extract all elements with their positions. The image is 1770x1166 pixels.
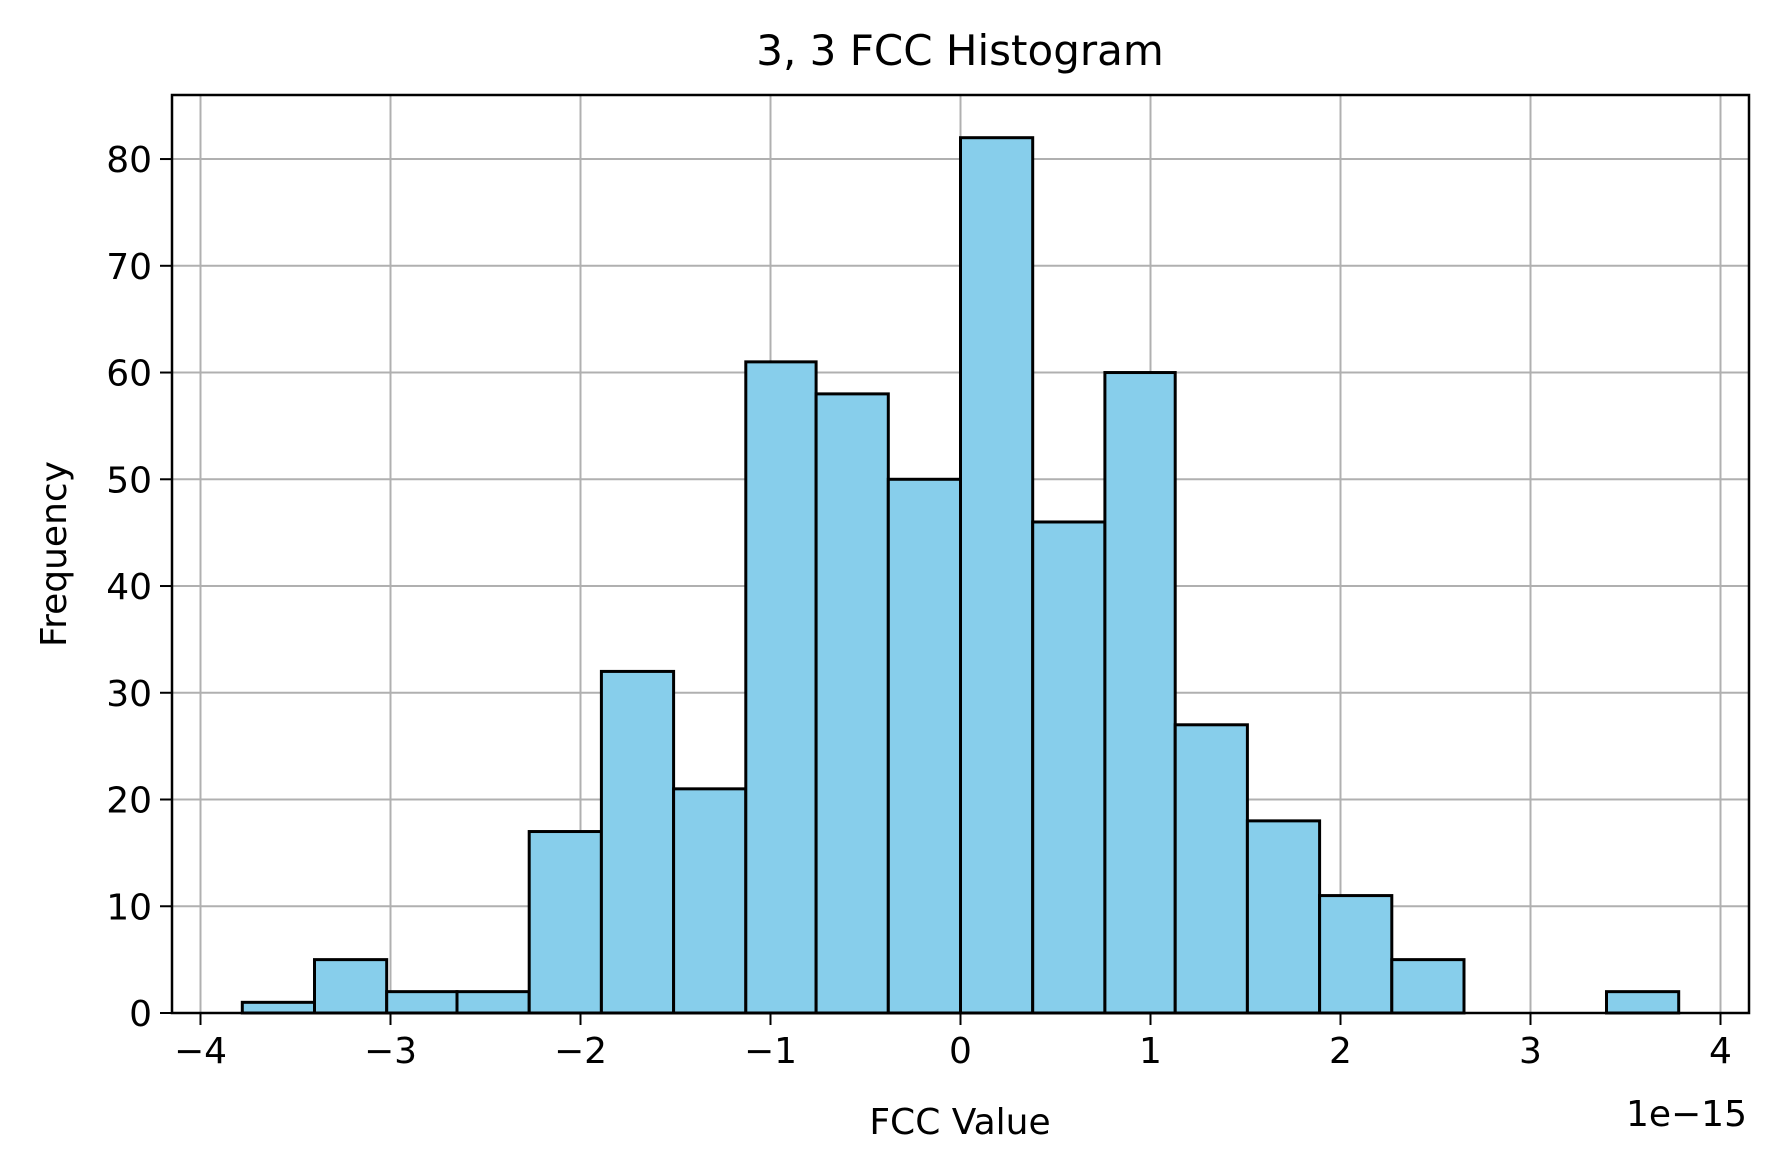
histogram-bar — [385, 990, 459, 1015]
histogram-bar — [1103, 371, 1177, 1015]
y-tick-label: 20 — [106, 781, 152, 822]
histogram-bar — [455, 990, 531, 1015]
x-tick-label: 0 — [949, 1031, 972, 1072]
histogram-bar — [1318, 894, 1394, 1015]
bars — [240, 136, 1681, 1015]
y-tick-label: 60 — [106, 354, 152, 395]
y-axis-ticks: 0 10 20 30 40 50 60 70 80 — [106, 140, 172, 1035]
histogram-bar — [672, 787, 748, 1015]
x-tick-label: −1 — [744, 1031, 797, 1072]
y-tick-label: 0 — [129, 994, 152, 1035]
x-axis-ticks: −4 −3 −2 −1 0 1 2 3 4 — [174, 1013, 1732, 1072]
histogram-bar — [1605, 990, 1681, 1015]
histogram-bar — [886, 477, 962, 1015]
x-axis-label: FCC Value — [869, 1102, 1050, 1143]
histogram-bar — [313, 958, 389, 1015]
x-tick-label: −3 — [364, 1031, 417, 1072]
x-tick-label: 4 — [1709, 1031, 1732, 1072]
x-axis-offset-label: 1e−15 — [1626, 1094, 1747, 1135]
y-tick-label: 80 — [106, 140, 152, 181]
x-tick-label: 2 — [1329, 1031, 1352, 1072]
x-tick-label: −2 — [554, 1031, 607, 1072]
histogram-bar — [744, 360, 818, 1015]
y-tick-label: 40 — [106, 567, 152, 608]
histogram-bar — [599, 669, 676, 1015]
x-tick-label: 3 — [1519, 1031, 1542, 1072]
histogram-bar — [814, 392, 890, 1015]
histogram-bar — [1173, 723, 1249, 1015]
y-tick-label: 10 — [106, 887, 152, 928]
histogram-bar — [240, 1000, 316, 1015]
y-tick-label: 50 — [106, 460, 152, 501]
histogram-bar — [959, 136, 1035, 1015]
histogram-bar — [527, 830, 603, 1015]
y-axis-label: Frequency — [34, 461, 75, 647]
y-tick-label: 70 — [106, 247, 152, 288]
chart-title: 3, 3 FCC Histogram — [756, 26, 1164, 75]
x-tick-label: −4 — [174, 1031, 227, 1072]
x-tick-label: 1 — [1139, 1031, 1162, 1072]
y-tick-label: 30 — [106, 674, 152, 715]
histogram-bar — [1031, 520, 1107, 1015]
histogram-bar — [1245, 819, 1322, 1015]
histogram-bar — [1390, 958, 1466, 1015]
